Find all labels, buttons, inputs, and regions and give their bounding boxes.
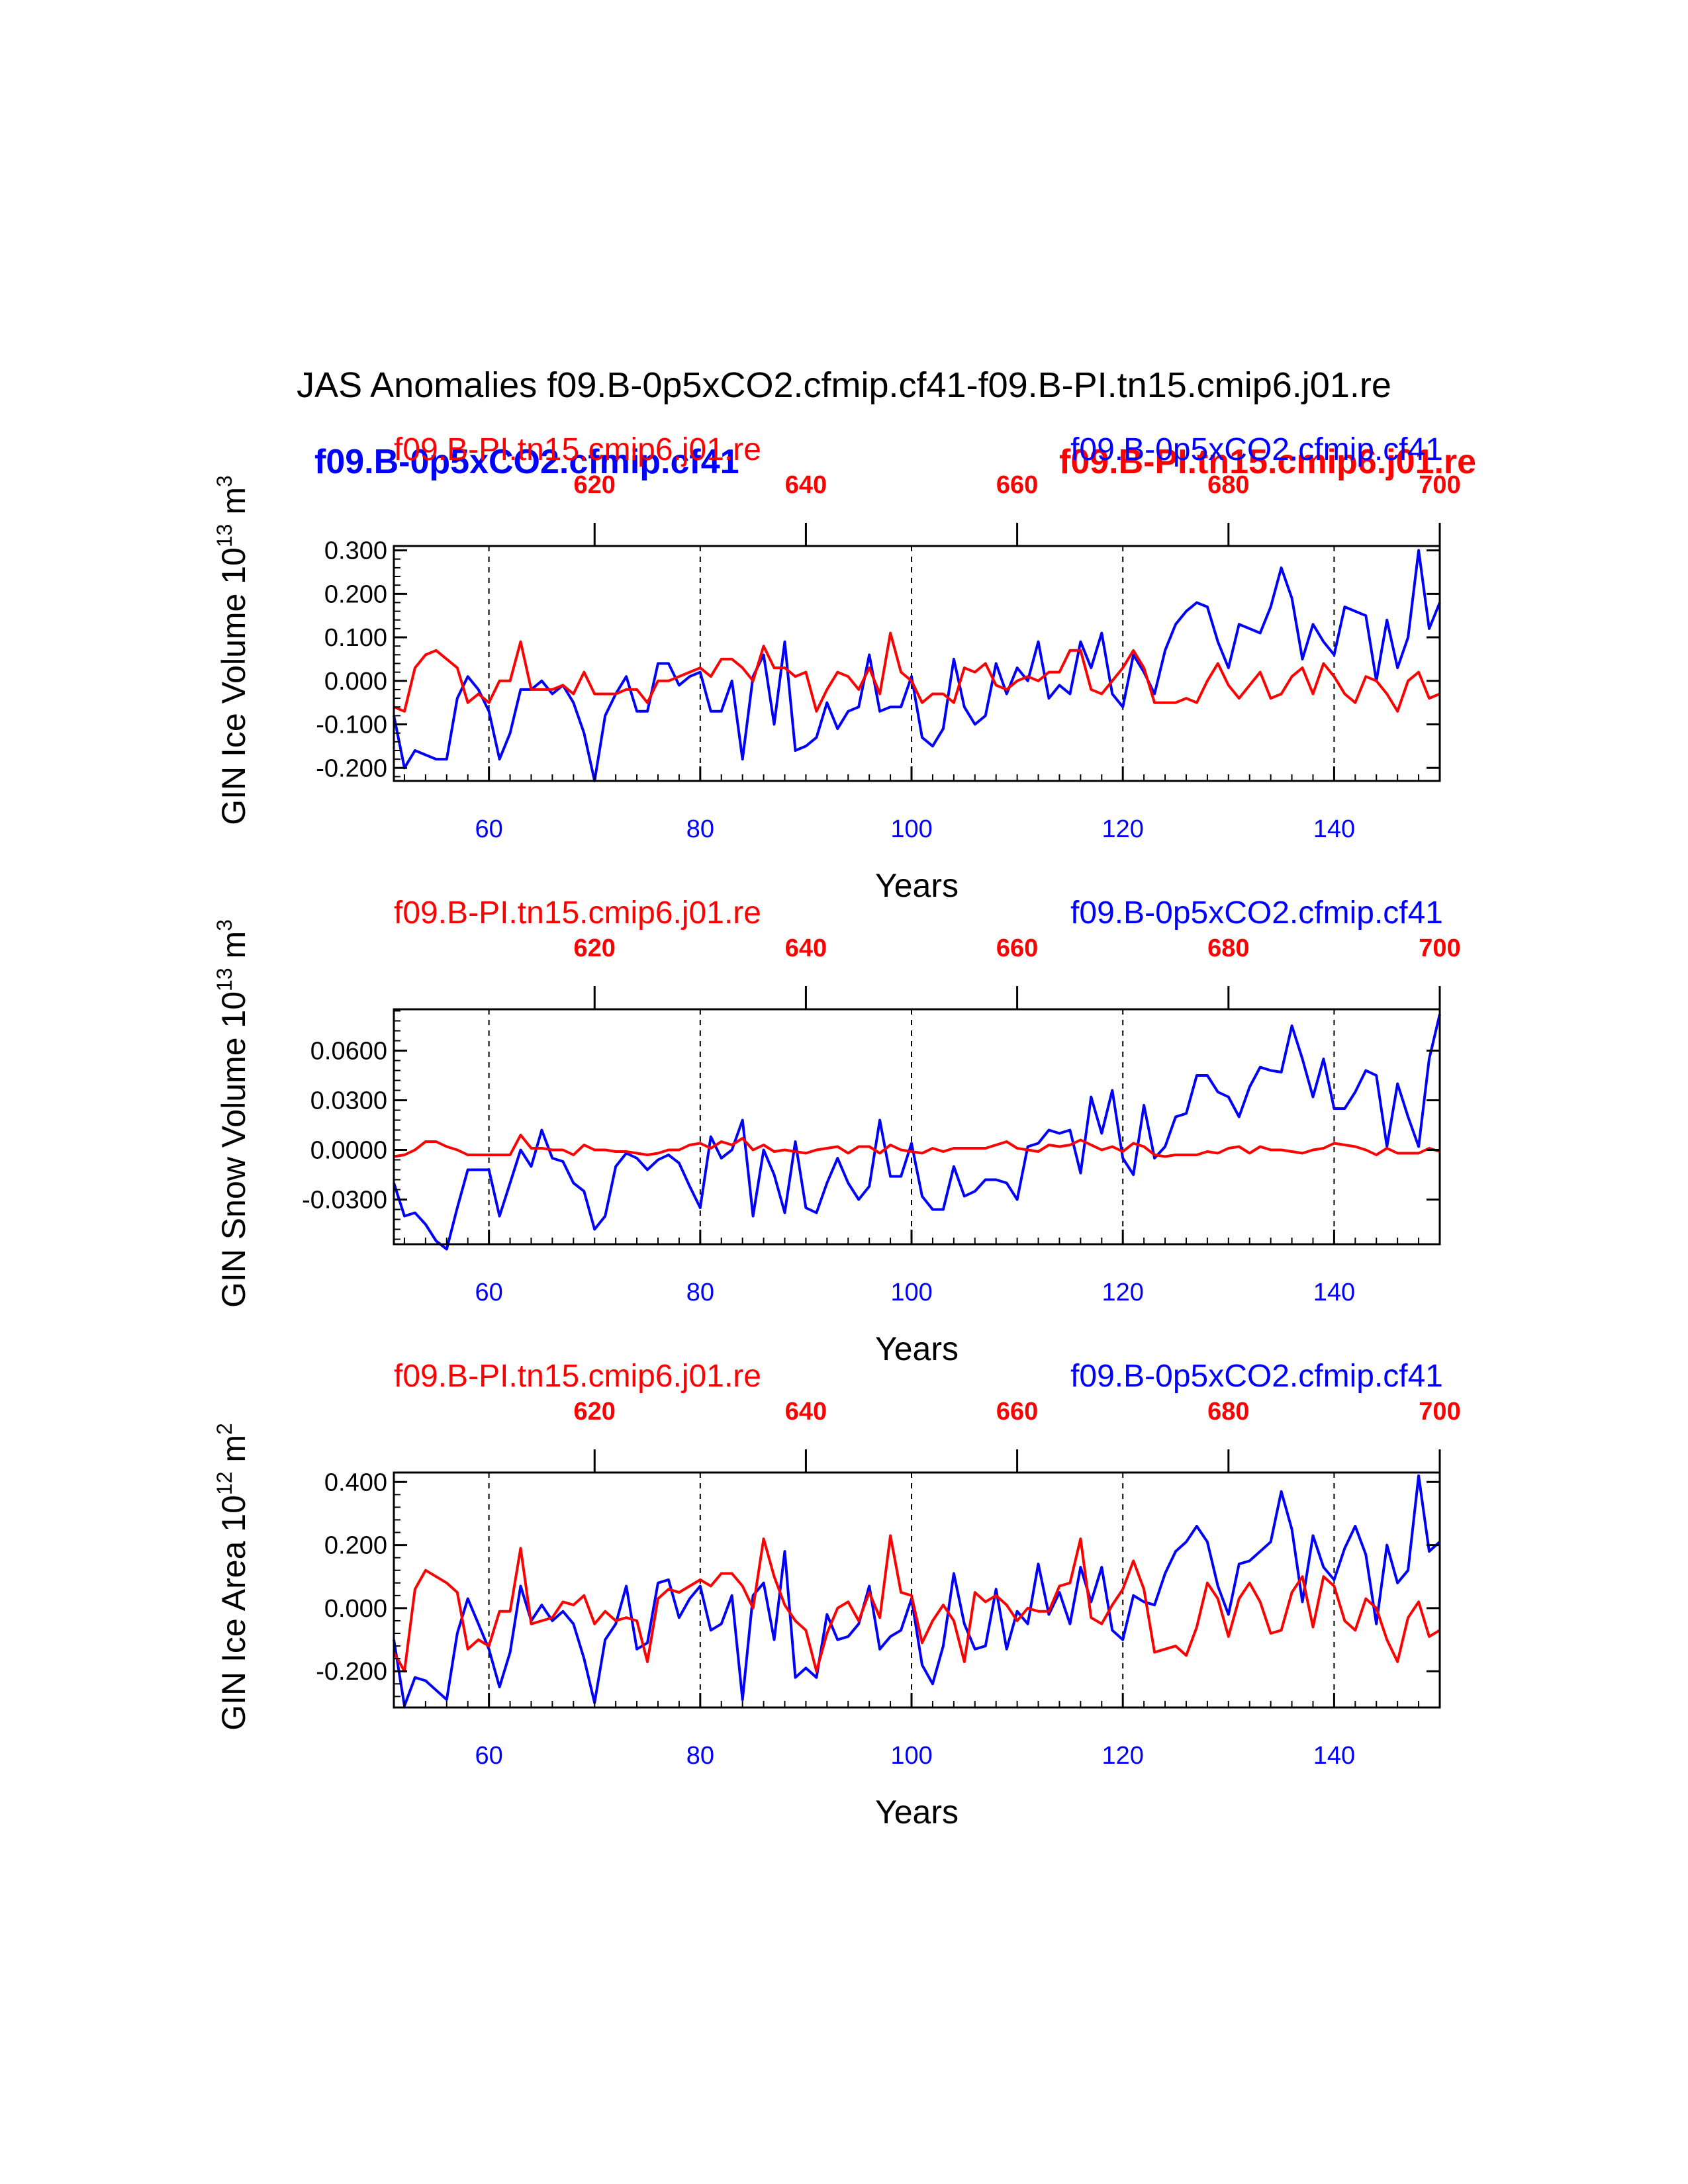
x-tick-label: 100 [890,1279,932,1306]
y-axis-title: GIN Ice Volume 1013 m3 [212,475,252,825]
x-tick-label: 120 [1102,815,1144,843]
y-tick-label: 0.200 [324,580,387,608]
y-tick-label: 0.200 [324,1532,387,1560]
series-line-red [393,631,1440,713]
x-tick-label: 80 [686,1279,714,1306]
x-tick-label: 120 [1102,1742,1144,1770]
plot-frame [393,545,1441,782]
plot-frame [393,1008,1441,1246]
top-x-tick-label: 700 [1419,1398,1460,1426]
top-x-tick-label: 700 [1419,934,1460,962]
top-x-tick-label: 640 [785,471,827,499]
top-x-tick-label: 660 [996,934,1038,962]
bottom-case-label: f09.B-0p5xCO2.cfmip.cf41 [1070,1359,1443,1394]
x-axis-title: Years [875,1330,959,1367]
top-x-tick-label: 620 [574,471,616,499]
legend-red-case: f09.B-PI.tn15.cmip6.j01.re [1059,443,1476,481]
series-line-blue [393,1474,1441,1707]
series-line-blue [393,1014,1441,1251]
x-tick-label: 60 [475,1742,502,1770]
y-tick-label: 0.000 [324,668,387,696]
y-tick-label: -0.100 [316,711,387,739]
top-x-tick-label: 640 [785,934,827,962]
figure-title: JAS Anomalies f09.B-0p5xCO2.cfmip.cf41-f… [297,365,1391,405]
y-tick-label: 0.300 [324,537,387,565]
panels-group: -0.200 -0.100 0.000 0.100 0.200 0.300 60 80 100 1… [212,432,1461,1831]
top-case-label: f09.B-PI.tn15.cmip6.j01.re [394,895,761,931]
x-tick-label: 140 [1313,1742,1355,1770]
y-tick-label: 0.100 [324,624,387,652]
bottom-case-label: f09.B-0p5xCO2.cfmip.cf41 [1070,895,1443,931]
top-x-tick-label: 700 [1419,471,1460,499]
y-tick-label: 0.0000 [310,1137,387,1165]
top-x-tick-label: 660 [996,1398,1038,1426]
plot-frame [393,1471,1441,1709]
x-tick-label: 140 [1313,815,1355,843]
y-tick-label: 0.400 [324,1469,387,1496]
x-tick-label: 100 [890,1742,932,1770]
y-axis-title: GIN Snow Volume 1013 m3 [212,919,252,1308]
y-tick-label: 0.0300 [310,1087,387,1115]
x-tick-label: 100 [890,815,932,843]
y-axis-title: GIN Ice Area 1012 m2 [212,1423,252,1731]
x-tick-label: 60 [475,1279,502,1306]
x-tick-label: 120 [1102,1279,1144,1306]
top-x-tick-label: 660 [996,471,1038,499]
panel-2: -0.0300 0.0000 0.0300 0.0600 60 80 100 120 140 62… [212,895,1461,1367]
top-x-tick-label: 620 [574,934,616,962]
panel-3: -0.200 0.000 0.200 0.400 60 80 100 120 140 620 640… [212,1359,1461,1831]
top-x-tick-label: 640 [785,1398,827,1426]
y-tick-label: -0.200 [316,754,387,782]
panel-1: -0.200 -0.100 0.000 0.100 0.200 0.300 60 80 100 1… [212,432,1461,904]
x-tick-label: 80 [686,815,714,843]
top-x-tick-label: 680 [1207,471,1249,499]
series-line-red [393,1534,1441,1673]
y-tick-label: -0.0300 [302,1187,387,1214]
x-axis-title: Years [875,1794,959,1831]
top-x-tick-label: 620 [574,1398,616,1426]
x-tick-label: 80 [686,1742,714,1770]
series-line-red [393,1134,1440,1158]
x-axis-title: Years [875,867,959,904]
bottom-case-label: f09.B-0p5xCO2.cfmip.cf41 [1070,432,1443,467]
x-tick-label: 60 [475,815,502,843]
top-x-tick-label: 680 [1207,1398,1249,1426]
y-tick-label: 0.0600 [310,1038,387,1066]
top-case-label: f09.B-PI.tn15.cmip6.j01.re [394,1359,761,1394]
x-tick-label: 140 [1313,1279,1355,1306]
legend-blue-case: f09.B-0p5xCO2.cfmip.cf41 [314,443,739,481]
y-tick-label: -0.200 [316,1658,387,1686]
top-x-tick-label: 680 [1207,934,1249,962]
series-line-blue [393,549,1441,782]
top-case-label: f09.B-PI.tn15.cmip6.j01.re [394,432,761,467]
y-tick-label: 0.000 [324,1595,387,1623]
